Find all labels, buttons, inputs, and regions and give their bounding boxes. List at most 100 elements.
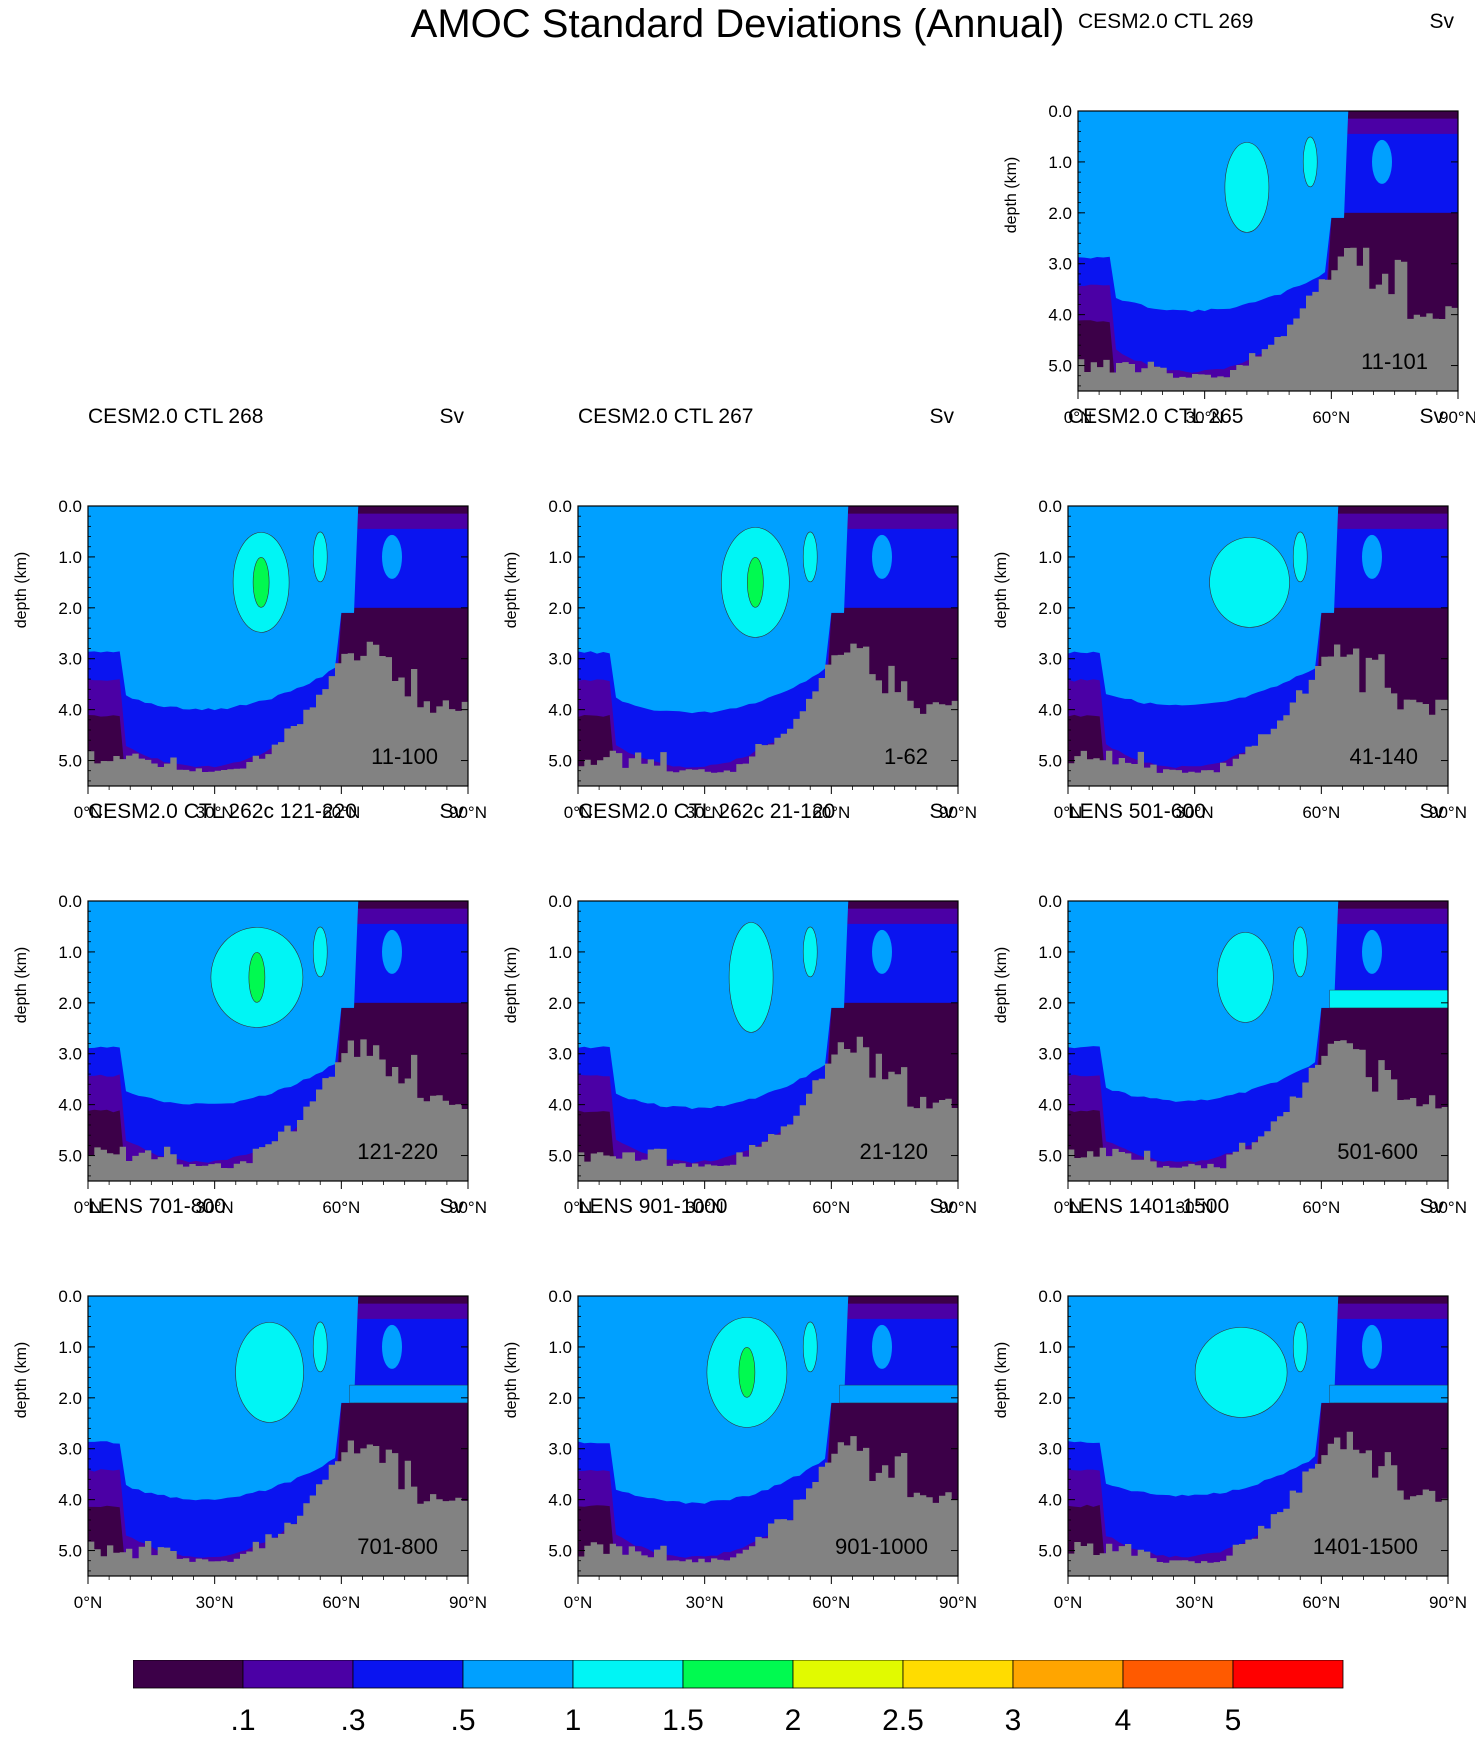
y-tick-label: 5.0 bbox=[548, 1147, 572, 1166]
x-tick-label: 0°N bbox=[564, 803, 593, 822]
y-tick-label: 2.0 bbox=[1048, 204, 1072, 223]
y-tick-label: 5.0 bbox=[548, 752, 572, 771]
y-tick-label: 4.0 bbox=[1038, 1096, 1062, 1115]
y-tick-label: 0.0 bbox=[1038, 497, 1062, 516]
y-tick-label: 3.0 bbox=[1038, 1045, 1062, 1064]
y-tick-label: 4.0 bbox=[548, 1491, 572, 1510]
contour-plot: 0.0 1.0 2.0 3.0 4.0 5.0 0°N 30°N 60°N 90°N 11-101 bbox=[1048, 102, 1475, 427]
x-tick-label: 90°N bbox=[939, 1198, 977, 1217]
amoc-panel: CESM2.0 CTL 262c 21-120 Sv depth (km) 0.0 1.… bbox=[490, 790, 990, 1217]
land-mask bbox=[578, 1436, 958, 1576]
y-tick-label: 4.0 bbox=[1038, 1491, 1062, 1510]
x-tick-label: 30°N bbox=[196, 1593, 234, 1612]
x-tick-label: 0°N bbox=[1064, 408, 1093, 427]
x-tick-label: 90°N bbox=[939, 803, 977, 822]
y-tick-label: 0.0 bbox=[548, 892, 572, 911]
panel-title: CESM2.0 CTL 262c 21-120 bbox=[578, 800, 836, 823]
contour-band-1.5-2 bbox=[252, 557, 270, 608]
x-tick-label: 90°N bbox=[1429, 1593, 1467, 1612]
panel-title: CESM2.0 CTL 262c 121-220 bbox=[88, 800, 357, 823]
panel-units: Sv bbox=[439, 1195, 464, 1218]
panel-units: Sv bbox=[439, 405, 464, 428]
y-tick-label: 1.0 bbox=[1048, 153, 1072, 172]
contour-band-0.3-0.5 bbox=[1329, 1316, 1448, 1398]
colorbar-swatch bbox=[902, 1660, 1014, 1689]
y-tick-label: 3.0 bbox=[548, 1440, 572, 1459]
amoc-panel: LENS 1401-1500 Sv depth (km) 0.0 1.0 2.0 3.0 4.… bbox=[980, 1185, 1475, 1612]
y-tick-label: 0.0 bbox=[1038, 892, 1062, 911]
y-tick-label: 3.0 bbox=[548, 650, 572, 669]
y-tick-label: 0.0 bbox=[58, 1287, 82, 1306]
colorbar-swatch bbox=[572, 1660, 684, 1689]
y-tick-label: 1.0 bbox=[548, 943, 572, 962]
y-tick-label: 0.0 bbox=[548, 497, 572, 516]
contour-band-0.3-0.5 bbox=[349, 1316, 468, 1398]
colorbar-swatch bbox=[792, 1660, 904, 1689]
amoc-panel: LENS 701-800 Sv depth (km) 0.0 1.0 2.0 3.0 4.0 5… bbox=[0, 1185, 500, 1612]
contour-band-0.1-0.3 bbox=[341, 908, 468, 924]
x-tick-label: 60°N bbox=[1302, 1198, 1340, 1217]
x-tick-label: 60°N bbox=[1312, 408, 1350, 427]
panel-title: LENS 501-600 bbox=[1068, 800, 1206, 823]
x-tick-label: 0°N bbox=[74, 1593, 103, 1612]
amoc-panel: LENS 501-600 Sv depth (km) 0.0 1.0 2.0 3.0 4.0 5… bbox=[980, 790, 1475, 1217]
colorbar-label: 3 bbox=[1005, 1704, 1022, 1737]
colorbar-label: .3 bbox=[340, 1704, 365, 1737]
contour-plot: 0.0 1.0 2.0 3.0 4.0 5.0 0°N 30°N 60°N 90°N 121-220 bbox=[58, 892, 487, 1217]
contour-band-0.1-0.3 bbox=[831, 1303, 958, 1319]
x-tick-label: 90°N bbox=[939, 1593, 977, 1612]
colorbar-label: .5 bbox=[450, 1704, 475, 1737]
y-tick-label: 3.0 bbox=[58, 1045, 82, 1064]
period-label: 21-120 bbox=[859, 1139, 928, 1164]
colorbar-label: 2.5 bbox=[882, 1704, 924, 1737]
contour-plot: 0.0 1.0 2.0 3.0 4.0 5.0 0°N 30°N 60°N 90°N 701-800 bbox=[58, 1287, 487, 1612]
y-tick-label: 5.0 bbox=[58, 752, 82, 771]
amoc-panel: CESM2.0 CTL 269 Sv depth (km) 0.0 1.0 2.0 3.0 4… bbox=[990, 0, 1475, 427]
land-mask bbox=[578, 643, 958, 786]
panel-units: Sv bbox=[1419, 405, 1444, 428]
y-tick-label: 5.0 bbox=[1038, 1147, 1062, 1166]
x-tick-label: 60°N bbox=[322, 803, 360, 822]
colorbar-label: 1 bbox=[565, 1704, 582, 1737]
y-tick-label: 2.0 bbox=[58, 994, 82, 1013]
x-tick-label: 90°N bbox=[1439, 408, 1475, 427]
contour-band-0.1-0.3 bbox=[1331, 118, 1458, 134]
period-label: 11-100 bbox=[371, 744, 438, 769]
y-tick-label: 4.0 bbox=[58, 701, 82, 720]
y-tick-label: 3.0 bbox=[58, 650, 82, 669]
land-mask bbox=[88, 1039, 468, 1181]
contour-band-1.5-2 bbox=[747, 557, 764, 608]
contour-band-0.1-0.3 bbox=[1321, 1303, 1448, 1319]
land-mask bbox=[1068, 644, 1448, 786]
contour-plot: 0.0 1.0 2.0 3.0 4.0 5.0 0°N 30°N 60°N 90°N 501-600 bbox=[1038, 892, 1467, 1217]
x-tick-label: 90°N bbox=[449, 1593, 487, 1612]
contour-plot: 0.0 1.0 2.0 3.0 4.0 5.0 0°N 30°N 60°N 90°N 1401-15… bbox=[1038, 1287, 1467, 1612]
contour-band-0.3-0.5 bbox=[349, 526, 468, 608]
y-tick-label: 5.0 bbox=[1038, 1542, 1062, 1561]
y-tick-label: 3.0 bbox=[548, 1045, 572, 1064]
period-label: 41-140 bbox=[1349, 744, 1418, 769]
x-tick-label: 90°N bbox=[1429, 1198, 1467, 1217]
y-tick-label: 2.0 bbox=[1038, 1389, 1062, 1408]
y-tick-label: 1.0 bbox=[1038, 548, 1062, 567]
contour-band-0.1-0.3 bbox=[1321, 513, 1448, 529]
colorbar-swatch bbox=[682, 1660, 794, 1689]
contour-band-2 bbox=[1078, 111, 1349, 312]
colorbar-swatch bbox=[133, 1660, 244, 1689]
colorbar: .1 .3 .5 1 1.5 2 2.5 3 4 5 bbox=[133, 1660, 1344, 1737]
y-tick-label: 2.0 bbox=[548, 994, 572, 1013]
y-tick-label: 0.0 bbox=[1038, 1287, 1062, 1306]
amoc-panel: CESM2.0 CTL 267 Sv depth (km) 0.0 1.0 2.0 3.0 4… bbox=[490, 395, 990, 822]
colorbar-swatch bbox=[462, 1660, 574, 1689]
panel-units: Sv bbox=[929, 800, 954, 823]
x-tick-label: 0°N bbox=[74, 1198, 103, 1217]
colorbar-label: 5 bbox=[1225, 1704, 1242, 1737]
amoc-panel: CESM2.0 CTL 262c 121-220 Sv depth (km) 0.0 1… bbox=[0, 790, 500, 1217]
period-label: 1-62 bbox=[884, 744, 928, 769]
y-tick-label: 0.0 bbox=[1048, 102, 1072, 121]
contour-band-1-1.5 bbox=[1194, 1327, 1288, 1418]
x-tick-label: 60°N bbox=[322, 1593, 360, 1612]
period-label: 121-220 bbox=[357, 1139, 438, 1164]
contour-band-0.1-0.3 bbox=[1321, 908, 1448, 924]
colorbar-label: 1.5 bbox=[662, 1704, 704, 1737]
